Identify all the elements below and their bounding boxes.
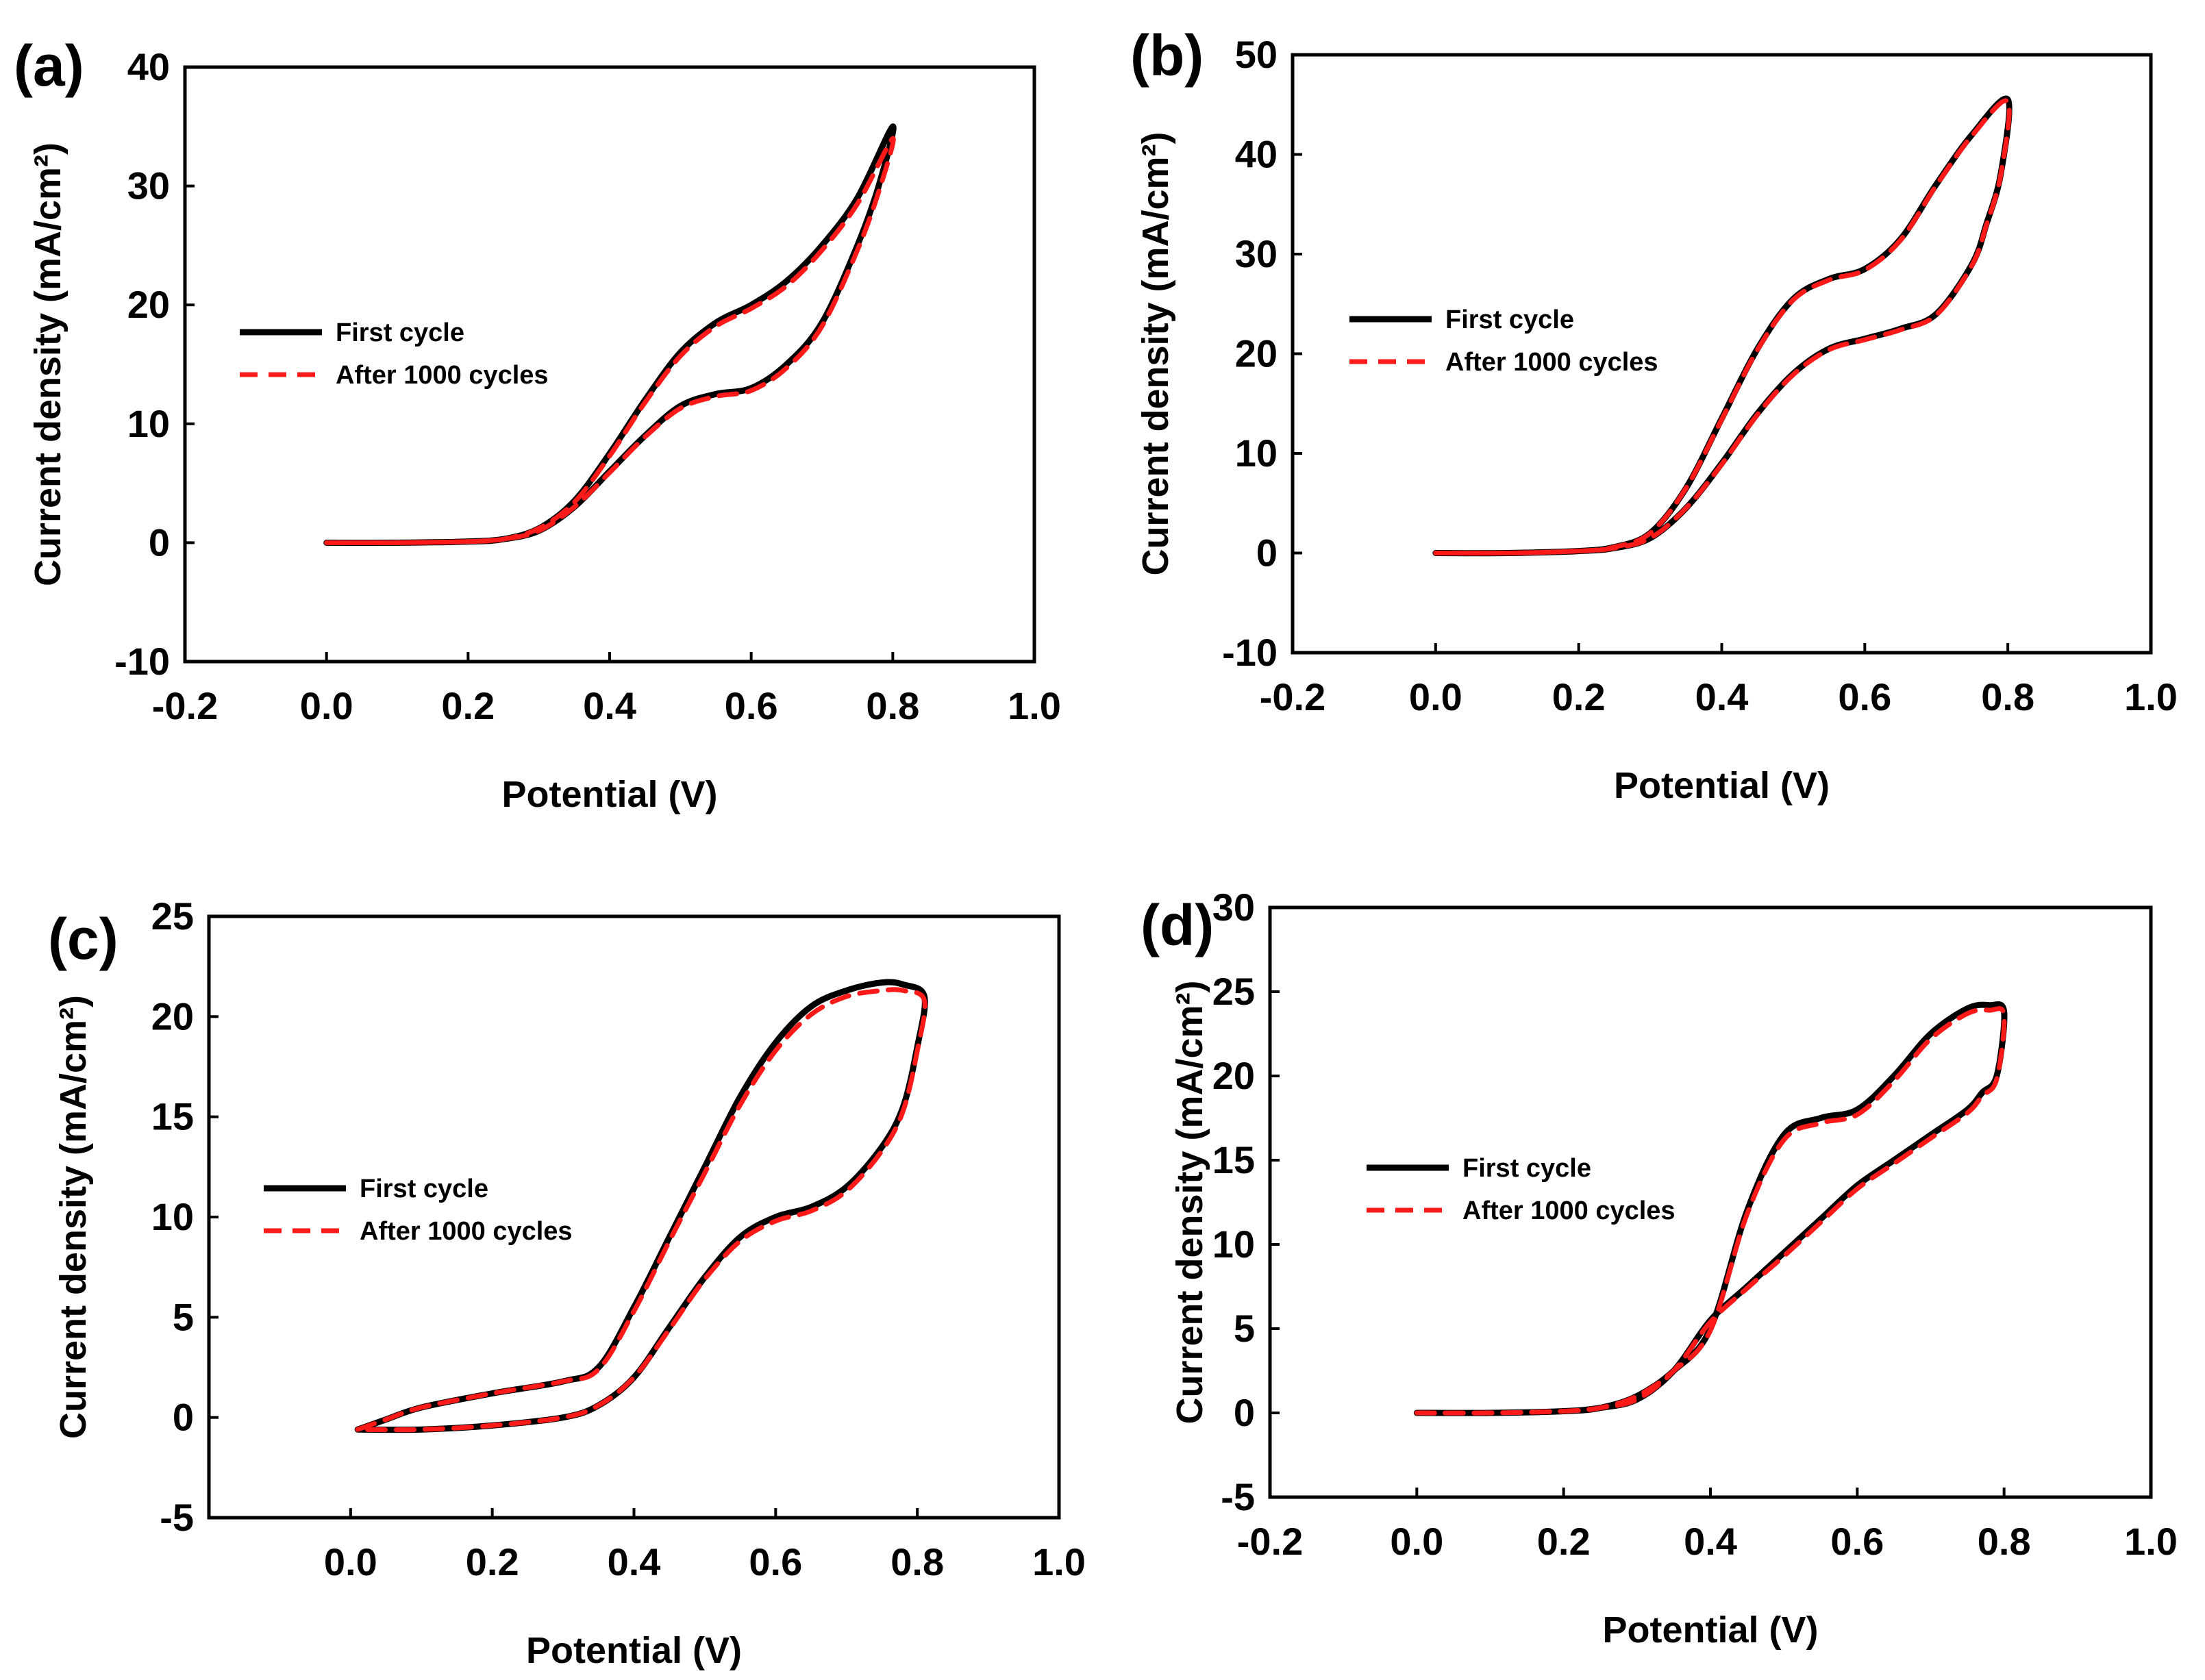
series-first-cycle (354, 979, 928, 1433)
x-tick-label: 0.6 (725, 684, 778, 727)
x-tick-label: 0.8 (890, 1540, 944, 1583)
x-tick-label: 0.8 (1981, 675, 2034, 718)
y-tick-label: 20 (151, 994, 194, 1038)
legend-label: After 1000 cycles (360, 1217, 573, 1246)
y-axis-title: Current density (mA/cm²) (1135, 131, 1176, 575)
x-tick-label: 0.0 (324, 1540, 377, 1583)
x-tick-label: 0.2 (441, 684, 495, 727)
y-tick-label: -10 (114, 640, 170, 683)
x-axis-title: Potential (V) (501, 774, 717, 815)
x-tick-label: 0.4 (583, 684, 636, 727)
legend-label: After 1000 cycles (1462, 1196, 1675, 1225)
y-tick-label: 0 (1256, 531, 1278, 575)
panel-2: -5 0 5 10 15 20 25 0.0 0.2 0.4 0.6 0.8 1.0 Potential … (48, 894, 1086, 1671)
x-tick-label: 1.0 (1032, 1540, 1086, 1583)
x-tick-label: 0.0 (1409, 675, 1462, 718)
series-after-1000-cycles (1433, 98, 2012, 556)
x-tick-label: 0.6 (1830, 1520, 1884, 1563)
y-axis-title: Current density (mA/cm²) (53, 995, 94, 1439)
y-tick-label: 10 (1235, 431, 1278, 475)
y-tick-label: 10 (127, 402, 170, 445)
y-tick-label: 25 (1212, 970, 1255, 1013)
legend-label: First cycle (336, 318, 464, 347)
y-tick-label: 15 (1212, 1138, 1255, 1181)
legend-label: First cycle (360, 1175, 488, 1203)
x-tick-label: 0.8 (866, 684, 919, 727)
y-tick-label: 10 (151, 1195, 194, 1238)
y-tick-label: 5 (1234, 1307, 1255, 1350)
y-tick-label: 15 (151, 1095, 194, 1138)
y-tick-label: 25 (151, 894, 194, 938)
y-tick-label: 5 (173, 1295, 194, 1338)
y-tick-label: 0 (173, 1396, 194, 1439)
x-tick-label: 0.2 (1552, 675, 1606, 718)
x-axis-title: Potential (V) (1614, 765, 1830, 806)
y-tick-label: 40 (1235, 133, 1278, 176)
x-tick-label: 1.0 (1008, 684, 1061, 727)
y-tick-label: 0 (1234, 1391, 1255, 1434)
series-after-1000-cycles (1414, 1006, 2007, 1416)
y-tick-label: 30 (1235, 232, 1278, 275)
x-tick-label: 0.2 (466, 1540, 519, 1583)
y-tick-label: 10 (1212, 1223, 1255, 1266)
plot-frame (207, 914, 1061, 1520)
panel-3: -5 0 5 10 15 20 25 30 -0.2 0.0 0.2 0.4 0.6 0.8 1.0 Pote… (1141, 886, 2178, 1651)
legend-label: First cycle (1445, 305, 1574, 334)
y-tick-label: -10 (1222, 631, 1278, 674)
x-tick-label: -0.2 (152, 684, 219, 727)
x-tick-label: -0.2 (1237, 1520, 1304, 1563)
x-tick-label: 0.6 (749, 1540, 802, 1583)
y-tick-label: 30 (127, 164, 170, 208)
x-axis-title: Potential (V) (526, 1630, 742, 1671)
y-axis-title: Current density (mA/cm²) (1169, 980, 1210, 1424)
x-tick-label: 0.4 (608, 1540, 661, 1583)
y-tick-label: 20 (1212, 1054, 1255, 1097)
y-axis-title: Current density (mA/cm²) (27, 142, 68, 586)
plot-frame (183, 65, 1036, 664)
panel-label: (d) (1141, 893, 1214, 957)
x-tick-label: 0.4 (1695, 675, 1749, 718)
legend-label: After 1000 cycles (1445, 348, 1658, 377)
x-axis-title: Potential (V) (1602, 1609, 1818, 1651)
legend-label: After 1000 cycles (336, 361, 549, 390)
x-tick-label: 0.0 (300, 684, 353, 727)
x-tick-label: -0.2 (1260, 675, 1326, 718)
x-tick-label: 1.0 (2124, 1520, 2178, 1563)
y-tick-label: 0 (149, 521, 170, 564)
x-tick-label: 0.0 (1390, 1520, 1443, 1563)
y-tick-label: -5 (160, 1496, 194, 1539)
panel-0: -10 0 10 20 30 40 -0.2 0.0 0.2 0.4 0.6 0.8 1.0 Potent… (14, 34, 1061, 815)
plot-frame (1268, 905, 2153, 1499)
x-tick-label: 0.4 (1684, 1520, 1737, 1563)
panel-label: (c) (48, 907, 119, 971)
y-tick-label: -5 (1221, 1475, 1255, 1518)
panel-label: (a) (14, 34, 84, 98)
x-tick-label: 0.6 (1838, 675, 1891, 718)
y-tick-label: 20 (127, 283, 170, 326)
y-tick-label: 30 (1212, 886, 1255, 929)
series-after-1000-cycles (324, 136, 896, 546)
panel-1: -10 0 10 20 30 40 50 -0.2 0.0 0.2 0.4 0.6 0.8 1.0 Pote… (1130, 23, 2178, 806)
x-tick-label: 0.8 (1978, 1520, 2031, 1563)
y-tick-label: 40 (127, 45, 170, 88)
y-tick-label: 50 (1235, 33, 1278, 76)
x-tick-label: 0.2 (1537, 1520, 1591, 1563)
y-tick-label: 20 (1235, 332, 1278, 375)
panel-label: (b) (1130, 23, 1204, 88)
legend-label: First cycle (1462, 1154, 1591, 1183)
plot-frame (1291, 53, 2153, 655)
x-tick-label: 1.0 (2124, 675, 2178, 718)
series-after-1000-cycles (355, 987, 927, 1433)
